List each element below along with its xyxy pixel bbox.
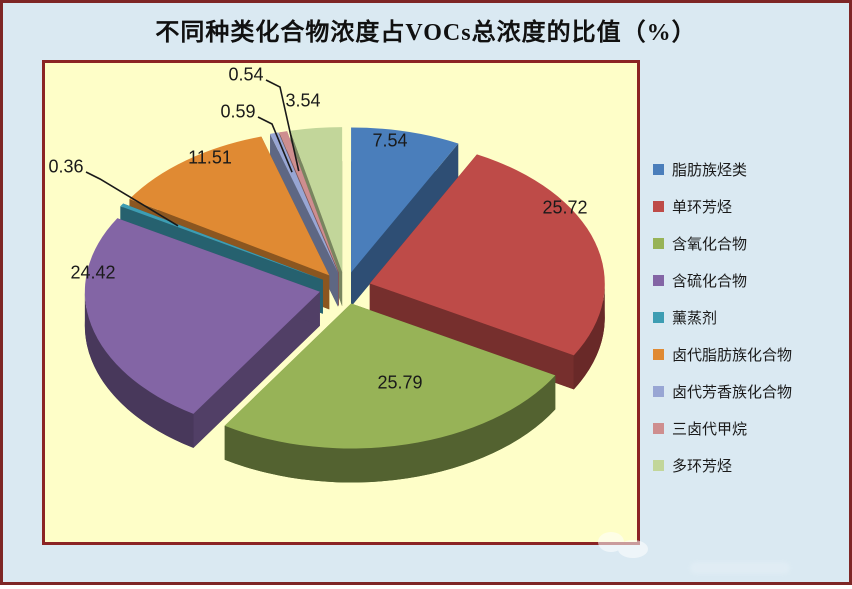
legend-color-swatch <box>653 201 664 212</box>
pie-slice-2 <box>369 154 605 390</box>
legend-label: 卤代脂肪族化合物 <box>672 348 793 364</box>
label-leader-line <box>257 116 293 173</box>
legend-label: 含硫化合物 <box>672 274 748 290</box>
pie-slice-4 <box>84 218 320 448</box>
legend-item-9: 多环芳烃 <box>653 458 848 475</box>
legend-item-7: 卤代芳香族化合物 <box>653 384 848 401</box>
slice-value-label: 11.51 <box>188 147 232 167</box>
slice-value-label: 7.54 <box>372 130 407 150</box>
pie-slice-wall <box>369 283 574 390</box>
pie-slice-top <box>84 218 320 414</box>
legend-label: 脂肪族烃类 <box>672 163 748 179</box>
slice-value-label: 25.79 <box>377 372 422 392</box>
pie-chart: 7.54 25.72 25.79 24.42 0.36 11.51 0.59 0.54 3.54 <box>48 64 605 483</box>
slice-value-label: 24.42 <box>70 262 115 282</box>
pie-slice-top <box>120 203 323 280</box>
label-leader-line <box>265 79 300 172</box>
legend-item-6: 卤代脂肪族化合物 <box>653 347 848 364</box>
legend-color-swatch <box>653 423 664 434</box>
legend-label: 单环芳烃 <box>672 200 733 216</box>
pie-slice-top <box>369 154 605 356</box>
pie-slice-top <box>270 132 338 273</box>
legend-item-5: 薰蒸剂 <box>653 310 848 327</box>
pie-slice-top <box>290 127 343 273</box>
pie-slice-wall <box>193 291 320 448</box>
pie-slice-wall <box>351 143 459 307</box>
legend-label: 多环芳烃 <box>672 459 733 475</box>
legend-item-4: 含硫化合物 <box>653 273 848 290</box>
pie-slice-rim <box>84 291 194 448</box>
legend: 脂肪族烃类单环芳烃含氧化合物含硫化合物薰蒸剂卤代脂肪族化合物 卤代芳香族化合物 三卤… <box>653 162 848 495</box>
legend-item-3: 含氧化合物 <box>653 236 848 253</box>
legend-color-swatch <box>653 275 664 286</box>
legend-item-1: 脂肪族烃类 <box>653 162 848 179</box>
pie-slice-rim <box>224 375 556 483</box>
pie-slice-rim <box>573 283 605 390</box>
slice-value-label: 0.54 <box>228 64 263 84</box>
label-leader-line <box>85 171 179 227</box>
pie-slice-top <box>279 131 339 273</box>
legend-label: 三卤代甲烷 <box>672 422 748 438</box>
pie-slice-1 <box>351 127 459 307</box>
legend-label: 卤代芳香族化合物 <box>672 385 793 401</box>
legend-color-swatch <box>653 386 664 397</box>
legend-color-swatch <box>653 460 664 471</box>
slice-value-label: 0.59 <box>220 101 255 121</box>
slice-value-label: 0.36 <box>48 156 83 176</box>
plot-area: 7.54 25.72 25.79 24.42 0.36 11.51 0.59 0.54 3.54 <box>42 60 640 545</box>
pie-slice-top <box>129 136 330 276</box>
legend-color-swatch <box>653 349 664 360</box>
legend-item-2: 单环芳烃 <box>653 199 848 216</box>
pie-slice-top <box>224 303 556 449</box>
legend-label: 含氧化合物 <box>672 237 748 253</box>
pie-slice-top <box>351 127 459 273</box>
chart-title: 不同种类化合物浓度占VOCs总浓度的比值（%） <box>155 20 697 46</box>
slice-value-label: 25.72 <box>542 197 587 217</box>
slice-value-label: 3.54 <box>285 90 320 110</box>
legend-color-swatch <box>653 164 664 175</box>
legend-item-8: 三卤代甲烷 <box>653 421 848 438</box>
legend-label: 薰蒸剂 <box>672 311 718 327</box>
legend-color-swatch <box>653 238 664 249</box>
pie-slice-3 <box>224 303 556 483</box>
legend-color-swatch <box>653 312 664 323</box>
